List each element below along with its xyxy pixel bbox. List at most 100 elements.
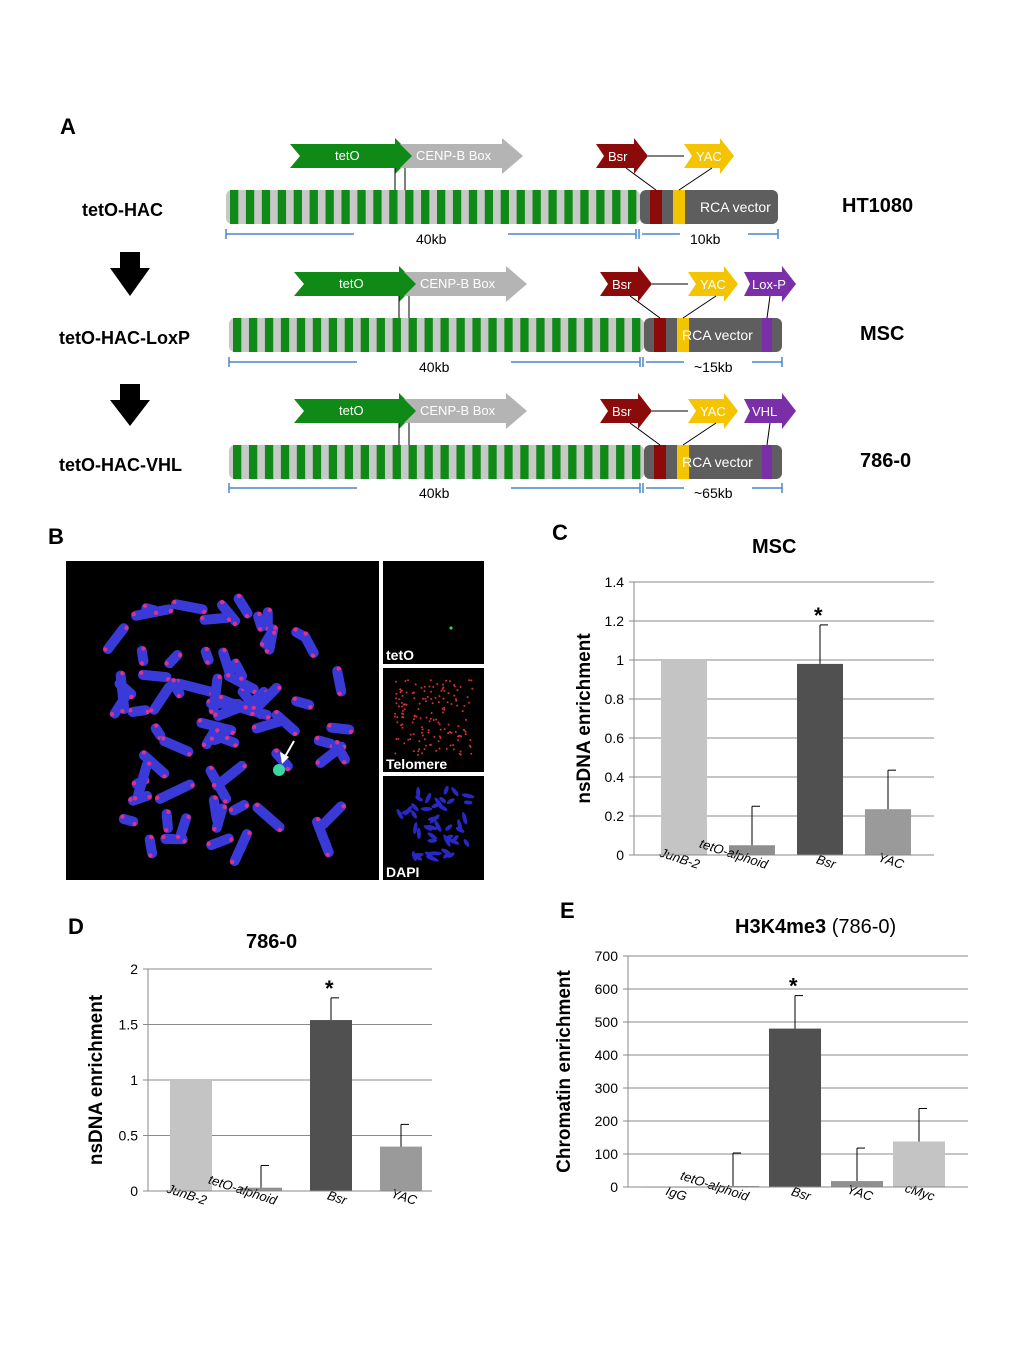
telomere-spot xyxy=(243,705,248,710)
telomere-dot xyxy=(457,735,460,738)
connector-line xyxy=(625,167,657,191)
chromosome xyxy=(159,736,194,757)
telomere-spot xyxy=(223,799,228,804)
dapi-chromosome xyxy=(425,851,433,858)
chromosome-body xyxy=(223,671,259,695)
inset-dapi-label: DAPI xyxy=(386,864,419,880)
chromosome xyxy=(139,750,170,779)
x-category-label: Bsr xyxy=(790,1184,814,1204)
chromosome-body xyxy=(291,696,315,710)
chromosome xyxy=(115,670,130,715)
telomere-spot xyxy=(292,696,297,701)
telomere-spot xyxy=(342,760,347,765)
telomere-dot xyxy=(452,748,455,751)
yac-marker-block xyxy=(673,190,685,224)
telomere-spot xyxy=(277,827,282,833)
telomere-dot xyxy=(438,723,441,726)
chromosome-body xyxy=(173,678,215,697)
telomere-spot xyxy=(218,694,224,700)
chromosome-body xyxy=(233,593,253,619)
chromosome-body xyxy=(211,803,228,833)
telomere-dot xyxy=(429,717,432,720)
teto-repeat-block xyxy=(584,445,593,479)
telomere-spot xyxy=(202,609,207,614)
telomere-dot xyxy=(416,753,419,756)
teto-repeat-block xyxy=(344,318,354,352)
teto-repeat-block xyxy=(504,445,513,479)
telomere-dot xyxy=(414,683,417,686)
chromosome-body xyxy=(229,829,252,866)
chromosome-body xyxy=(127,705,151,717)
telomere-spot xyxy=(271,630,277,635)
chromosome xyxy=(271,709,300,737)
telomere-spot xyxy=(163,828,169,833)
telomere-dot xyxy=(401,694,404,697)
bar xyxy=(729,845,775,855)
dapi-chromosome xyxy=(425,792,432,804)
chromosome-body xyxy=(218,647,235,678)
telomere-spot xyxy=(147,794,152,800)
telomere-dot xyxy=(446,701,449,704)
telomere-spot xyxy=(257,611,262,617)
teto-arrow-icon xyxy=(294,393,417,429)
telomere-dot xyxy=(427,731,430,734)
telomere-spot xyxy=(265,715,271,720)
telomere-spot xyxy=(205,660,210,665)
y-tick-label: 0.6 xyxy=(605,730,625,746)
chromosome xyxy=(132,760,152,802)
telomere-dot xyxy=(409,738,412,741)
telomere-dot xyxy=(447,723,450,726)
telomere-spot xyxy=(149,834,154,840)
telomere-dot xyxy=(456,689,459,692)
telomere-spot xyxy=(153,610,159,616)
dapi-chromosome xyxy=(445,824,453,831)
telomere-spot xyxy=(209,736,215,741)
panel-b-letter: B xyxy=(48,524,64,549)
teto-arrow-label: tetO xyxy=(339,276,364,291)
telomere-dot xyxy=(436,682,439,685)
cell-line-label: MSC xyxy=(860,323,904,345)
panel-b-micrograph: tetO Telomere DAPI xyxy=(66,561,484,880)
telomere-spot xyxy=(186,814,191,820)
chromosome xyxy=(299,631,319,658)
chart-title: MSC xyxy=(752,536,796,558)
dapi-chromosome xyxy=(426,824,438,831)
telomere-dot xyxy=(400,705,403,708)
chromosome-body xyxy=(213,701,249,721)
telomere-dot xyxy=(441,707,444,710)
y-tick-label: 0.5 xyxy=(119,1128,139,1144)
yac-arrow-icon xyxy=(688,266,738,302)
chromosome-body xyxy=(251,682,282,713)
telomere-spot xyxy=(149,708,154,713)
telomere-dot xyxy=(430,712,433,715)
telomere-spot xyxy=(154,723,159,728)
telomere-spot xyxy=(142,603,148,609)
x-category-label: Bsr xyxy=(815,852,839,872)
chromosome-body xyxy=(332,665,347,697)
telomere-spot xyxy=(175,834,181,840)
telomere-spot xyxy=(176,693,182,699)
construct-name: tetO-HAC-VHL xyxy=(59,455,182,475)
telomere-dot xyxy=(401,716,404,719)
inset-telomere-label: Telomere xyxy=(386,756,447,772)
y-tick-label: 0.4 xyxy=(605,769,625,785)
telomere-dot xyxy=(424,744,427,747)
telomere-dot xyxy=(429,679,432,682)
telomere-spot xyxy=(277,685,282,691)
telomere-dot xyxy=(423,738,426,741)
chromosome-body xyxy=(102,623,129,655)
telomere-spot xyxy=(222,647,227,653)
telomere-dot xyxy=(423,748,426,751)
y-tick-label: 600 xyxy=(595,981,619,997)
vector-label: RCA vector xyxy=(700,199,771,215)
telomere-spot xyxy=(132,821,137,827)
dapi-chromosome xyxy=(423,825,433,831)
telomere-dot xyxy=(443,708,446,711)
chromosome xyxy=(230,658,248,681)
chromosome-body xyxy=(115,670,130,715)
telomere-spot xyxy=(229,859,235,865)
telomere-dot xyxy=(418,740,421,743)
connector-line xyxy=(629,422,661,446)
telomere-spot xyxy=(120,671,125,676)
